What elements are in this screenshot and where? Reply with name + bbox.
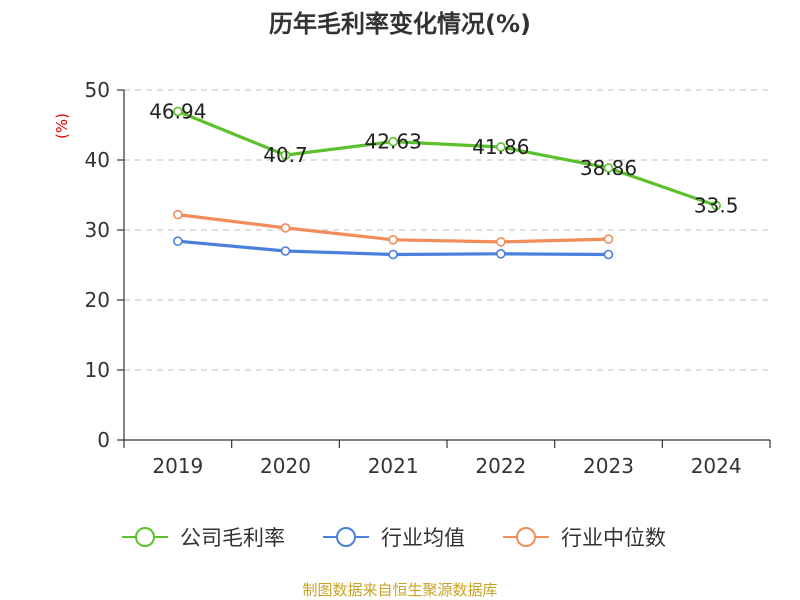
data-label: 40.7: [263, 143, 308, 167]
axes: 0 10 20 30 40 50 2019 2020 2021 2022 2023 2024: [85, 78, 771, 478]
legend-label: 公司毛利率: [180, 526, 285, 550]
data-point: [388, 136, 398, 147]
y-axis-unit: (%): [53, 113, 71, 139]
y-tick-label: 0: [97, 428, 110, 452]
data-point: [173, 106, 183, 117]
data-label: 46.94: [149, 99, 206, 123]
data-labels: 46.94 40.7 42.63 41.86 38.86 33.5: [149, 99, 738, 217]
x-tick-label: 2020: [260, 454, 311, 478]
legend-item-0[interactable]: 公司毛利率: [122, 526, 285, 550]
x-tick-label: 2021: [368, 454, 419, 478]
y-tick-label: 10: [85, 358, 110, 382]
data-label: 33.5: [694, 194, 739, 218]
grid-lines: [124, 89, 770, 371]
y-tick-label: 20: [85, 288, 110, 312]
y-tick-label: 40: [85, 148, 110, 172]
x-tick-label: 2024: [691, 454, 742, 478]
legend-label: 行业中位数: [561, 526, 666, 550]
data-point: [496, 237, 506, 247]
data-point: [173, 236, 183, 246]
data-point: [711, 200, 721, 211]
x-tick-label: 2023: [583, 454, 634, 478]
x-tick-label: 2019: [152, 454, 203, 478]
chart-title: 历年毛利率变化情况(%): [269, 10, 531, 38]
data-point: [496, 249, 506, 259]
data-point: [603, 249, 614, 260]
data-point: [280, 223, 291, 233]
legend[interactable]: 公司毛利率 行业均值 行业中位数: [122, 526, 666, 550]
y-tick-label: 50: [85, 78, 110, 102]
legend-marker-icon: [336, 527, 356, 547]
data-point: [388, 235, 398, 245]
data-label: 42.63: [365, 130, 422, 154]
legend-item-2[interactable]: 行业中位数: [503, 526, 666, 550]
legend-label: 行业均值: [381, 526, 465, 550]
data-label: 38.86: [580, 156, 637, 180]
y-tick-label: 30: [85, 218, 110, 242]
series-group: [173, 106, 721, 260]
source-note: 制图数据来自恒生聚源数据库: [302, 581, 497, 599]
data-point: [388, 249, 398, 260]
data-point: [603, 163, 614, 173]
series-line-0: [177, 109, 717, 208]
legend-marker-icon: [516, 527, 536, 547]
data-point: [280, 246, 291, 256]
data-point: [173, 209, 183, 220]
data-point: [496, 142, 506, 152]
legend-marker-icon: [135, 527, 155, 547]
x-tick-label: 2022: [475, 454, 526, 478]
data-point: [603, 234, 614, 244]
data-label: 41.86: [472, 135, 529, 159]
legend-item-1[interactable]: 行业均值: [323, 526, 465, 550]
data-point: [280, 150, 291, 160]
